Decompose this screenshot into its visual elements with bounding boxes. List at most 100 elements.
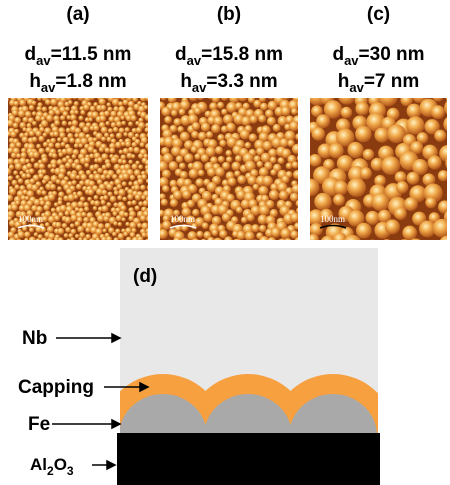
grain [259,205,270,216]
grain [347,178,366,197]
grain [4,97,9,102]
grain [101,205,108,212]
grain [128,181,133,186]
value: =15.8 nm [201,44,283,65]
grain [173,118,181,126]
grain [36,238,41,243]
grain [78,143,83,148]
grain [215,146,223,154]
grain [41,120,48,127]
grain [100,200,105,205]
grain [297,124,305,132]
grain [10,131,17,138]
grain [66,147,73,154]
grain [106,174,111,179]
grain [201,154,209,162]
grain [292,184,302,194]
grain [395,171,407,183]
grain [131,154,135,158]
grain [54,120,60,126]
grain [226,122,236,132]
grain [356,223,372,239]
grain [396,181,408,193]
grain [69,138,75,144]
grain [180,238,191,249]
grain [105,121,110,126]
grain [113,211,118,216]
grain [192,238,200,246]
grain [137,178,143,184]
grain [24,231,31,238]
grain [38,173,44,179]
grain [70,237,75,242]
grain [149,102,154,107]
grain [258,186,268,196]
grain [118,222,122,226]
grain [56,179,61,184]
scale-bar-label: 100nm [170,214,195,224]
grain [148,190,155,197]
grain [184,153,193,162]
grain [58,237,64,243]
grain [292,144,302,154]
grain [404,197,418,211]
grain [137,236,143,242]
grain [218,156,225,163]
grain [160,94,167,101]
grain [36,106,42,112]
grain [333,194,345,206]
grain [120,205,126,211]
grain [41,157,48,164]
param-d: dav=30 nm [332,44,424,68]
grain [72,180,77,185]
grain [249,134,257,142]
grain [206,131,213,138]
grain [81,212,86,217]
grain [29,105,35,111]
grain [76,184,82,190]
grain [68,100,73,105]
grain [221,93,229,101]
grain [29,227,34,232]
grain [279,191,289,201]
grain [57,200,62,205]
grain [38,148,45,155]
grain [114,190,119,195]
grain [202,222,209,229]
grain [74,195,79,200]
grain [286,162,293,169]
grain [34,199,41,206]
grain [102,228,107,233]
grain [127,194,133,200]
grain [96,238,101,243]
grain [65,94,72,101]
scale-bar-label: 100nm [18,214,43,224]
subscript: av [192,80,207,95]
grain [117,195,122,200]
grain [406,116,424,134]
afm-image: 100nm [302,87,450,255]
grain [128,121,133,126]
grain [238,91,248,101]
grain [106,183,113,190]
grain [34,232,39,237]
grain [296,99,306,109]
grain [75,234,80,239]
grain [149,127,156,134]
grain [15,163,23,171]
grain [397,239,411,253]
grain [224,236,233,245]
grain [88,189,95,196]
grain [4,181,10,187]
grain [145,143,152,150]
grain [236,207,243,214]
grain [363,149,374,160]
grain [26,173,31,178]
grain [98,98,105,105]
grain [428,155,442,169]
grain [104,111,110,117]
grain [43,142,49,148]
element: Al [30,455,47,474]
grain [148,147,154,153]
grain [105,163,111,169]
